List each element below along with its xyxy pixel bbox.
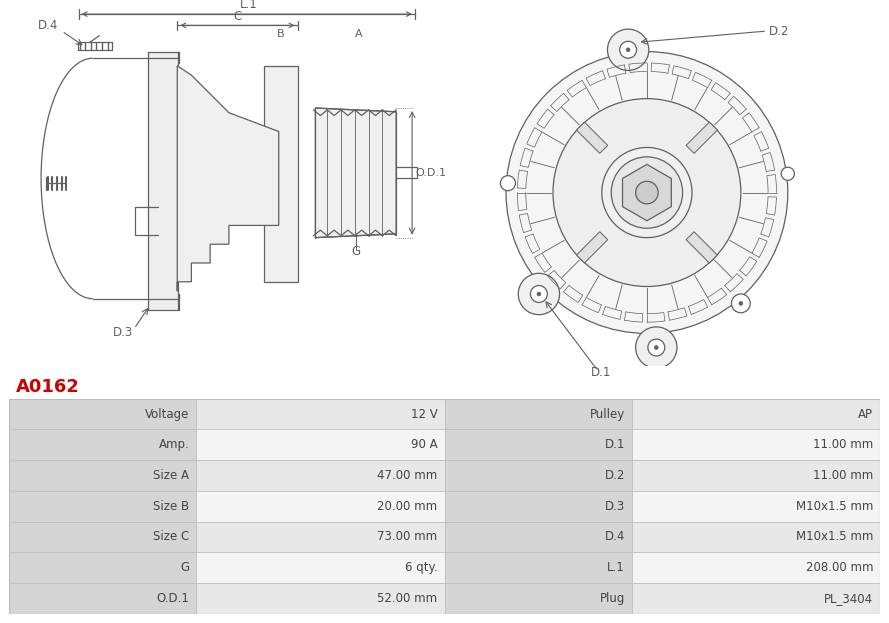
Bar xyxy=(632,491,880,521)
Bar xyxy=(632,460,880,491)
Bar xyxy=(9,491,196,521)
Bar xyxy=(9,429,196,460)
Text: 90 A: 90 A xyxy=(411,438,437,451)
Bar xyxy=(196,583,444,614)
Bar xyxy=(196,429,444,460)
Bar xyxy=(9,521,196,552)
Text: L.1: L.1 xyxy=(607,561,625,574)
Bar xyxy=(444,399,632,429)
Circle shape xyxy=(537,292,541,296)
Bar xyxy=(196,460,444,491)
Circle shape xyxy=(506,52,788,333)
Text: L.1: L.1 xyxy=(240,0,258,11)
Text: D.3: D.3 xyxy=(605,500,625,513)
Bar xyxy=(632,583,880,614)
Circle shape xyxy=(654,346,658,350)
Bar xyxy=(632,429,880,460)
Polygon shape xyxy=(264,66,298,282)
Text: D.3: D.3 xyxy=(113,326,132,340)
Text: D.2: D.2 xyxy=(605,469,625,482)
Text: PL_3404: PL_3404 xyxy=(824,592,873,605)
Text: A: A xyxy=(356,29,363,39)
Text: Size B: Size B xyxy=(153,500,189,513)
Text: Size A: Size A xyxy=(153,469,189,482)
Text: Size C: Size C xyxy=(153,530,189,543)
Bar xyxy=(444,491,632,521)
Text: 12 V: 12 V xyxy=(411,407,437,421)
Bar xyxy=(444,583,632,614)
Text: O.D.1: O.D.1 xyxy=(156,592,189,605)
Text: 52.00 mm: 52.00 mm xyxy=(378,592,437,605)
Bar xyxy=(9,583,196,614)
Text: D.1: D.1 xyxy=(605,438,625,451)
Circle shape xyxy=(553,98,741,287)
Polygon shape xyxy=(622,164,671,221)
Bar xyxy=(444,552,632,583)
Circle shape xyxy=(531,285,548,302)
Text: Plug: Plug xyxy=(599,592,625,605)
Bar xyxy=(9,552,196,583)
Circle shape xyxy=(620,41,637,58)
Bar xyxy=(9,460,196,491)
Text: D.2: D.2 xyxy=(769,25,789,38)
Bar xyxy=(632,399,880,429)
Polygon shape xyxy=(686,232,717,263)
Circle shape xyxy=(602,148,692,237)
Polygon shape xyxy=(316,108,396,237)
Circle shape xyxy=(518,273,559,315)
Circle shape xyxy=(612,157,683,228)
Text: G: G xyxy=(351,245,360,259)
Bar xyxy=(632,521,880,552)
Text: Pulley: Pulley xyxy=(589,407,625,421)
Text: 208.00 mm: 208.00 mm xyxy=(805,561,873,574)
Bar xyxy=(444,460,632,491)
Polygon shape xyxy=(686,122,717,153)
Text: 11.00 mm: 11.00 mm xyxy=(813,469,873,482)
Text: D.1: D.1 xyxy=(590,366,611,379)
Text: G: G xyxy=(180,561,189,574)
Text: C: C xyxy=(233,9,242,22)
Text: Voltage: Voltage xyxy=(145,407,189,421)
Text: M10x1.5 mm: M10x1.5 mm xyxy=(796,500,873,513)
Text: B: B xyxy=(276,29,284,39)
Polygon shape xyxy=(177,66,279,291)
Circle shape xyxy=(636,181,658,204)
Bar xyxy=(196,399,444,429)
Bar xyxy=(444,429,632,460)
Bar xyxy=(196,491,444,521)
Polygon shape xyxy=(148,52,178,310)
Text: AP: AP xyxy=(858,407,873,421)
Polygon shape xyxy=(576,232,608,263)
Bar xyxy=(9,399,196,429)
Bar xyxy=(196,521,444,552)
Bar xyxy=(444,521,632,552)
Circle shape xyxy=(732,294,750,313)
Text: 47.00 mm: 47.00 mm xyxy=(377,469,437,482)
Circle shape xyxy=(636,327,677,368)
Text: M10x1.5 mm: M10x1.5 mm xyxy=(796,530,873,543)
Circle shape xyxy=(501,176,516,191)
Polygon shape xyxy=(576,122,608,153)
Circle shape xyxy=(607,29,649,70)
Text: 11.00 mm: 11.00 mm xyxy=(813,438,873,451)
Text: D.4: D.4 xyxy=(38,19,59,32)
Bar xyxy=(196,552,444,583)
Circle shape xyxy=(781,167,795,180)
Circle shape xyxy=(739,302,742,305)
Text: O.D.1: O.D.1 xyxy=(415,168,446,178)
Text: Amp.: Amp. xyxy=(158,438,189,451)
Bar xyxy=(632,552,880,583)
Text: 73.00 mm: 73.00 mm xyxy=(378,530,437,543)
Circle shape xyxy=(626,48,630,52)
Text: A0162: A0162 xyxy=(16,378,80,396)
Text: 6 qty.: 6 qty. xyxy=(404,561,437,574)
Text: D.4: D.4 xyxy=(605,530,625,543)
Circle shape xyxy=(648,339,665,356)
Text: 20.00 mm: 20.00 mm xyxy=(378,500,437,513)
